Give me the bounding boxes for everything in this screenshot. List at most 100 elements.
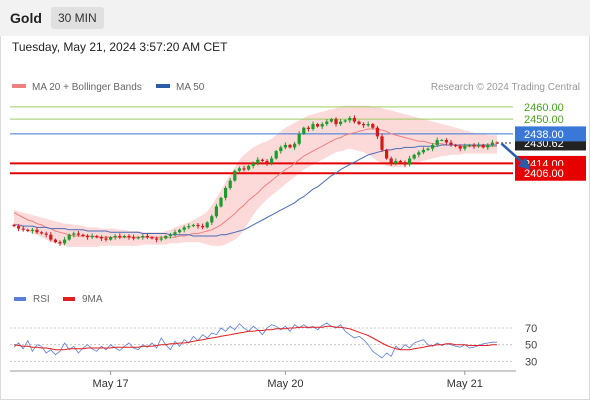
rsi-tick-30: 30 xyxy=(525,356,537,368)
candle-body xyxy=(122,235,126,238)
level-label-2460.00: 2460.00 xyxy=(524,102,564,114)
candle-body xyxy=(164,235,168,239)
candle-body xyxy=(49,234,53,240)
candle-body xyxy=(306,127,310,129)
candle-body xyxy=(320,124,324,127)
candles-layer xyxy=(12,115,499,246)
legend-swatch-ma20 xyxy=(12,84,26,88)
candle-body xyxy=(145,235,149,238)
candle-body xyxy=(408,158,412,165)
candle-body xyxy=(86,235,90,238)
candle-body xyxy=(201,226,205,228)
candle-body xyxy=(339,121,343,125)
price-legend: MA 20 + Bollinger Bands MA 50 Research ©… xyxy=(12,82,580,93)
candle-body xyxy=(242,168,246,170)
x-tick-label: May 21 xyxy=(447,378,483,390)
candle-body xyxy=(421,149,425,153)
candle-body xyxy=(21,228,25,230)
candle-body xyxy=(472,144,476,147)
level-badge-2438.00 xyxy=(515,126,586,142)
candle-body xyxy=(265,160,269,164)
candle-body xyxy=(256,159,260,164)
candle-body xyxy=(17,226,21,229)
timeframe-button[interactable]: 30 MIN xyxy=(51,7,104,29)
rsi-tick-50: 50 xyxy=(525,340,537,352)
candle-body xyxy=(182,227,186,230)
candle-body xyxy=(136,237,140,239)
candle-body xyxy=(224,188,228,198)
rsi-tick-70: 70 xyxy=(525,323,537,335)
candle-body xyxy=(389,158,393,164)
candle-body xyxy=(458,146,462,149)
candle-body xyxy=(486,144,490,148)
candle-body xyxy=(178,229,182,233)
level-label-2450.00: 2450.00 xyxy=(524,114,564,126)
level-label-2438.00: 2438.00 xyxy=(524,129,564,141)
candle-body xyxy=(403,162,407,165)
candle-body xyxy=(237,168,241,171)
candle-body xyxy=(155,238,159,240)
rsi-line xyxy=(13,322,497,359)
candle-body xyxy=(40,232,44,234)
ma50-line xyxy=(14,144,497,237)
candle-body xyxy=(214,206,218,217)
candle-body xyxy=(58,242,62,244)
candle-body xyxy=(12,224,16,227)
candle-body xyxy=(398,160,402,163)
candle-body xyxy=(417,152,421,155)
candle-body xyxy=(435,140,439,145)
ma20-line xyxy=(13,128,497,238)
candle-body xyxy=(210,216,214,223)
level-lines-layer xyxy=(10,106,513,175)
candle-body xyxy=(297,133,301,144)
candle-body xyxy=(444,140,448,143)
rsi-plot: 70 50 30 xyxy=(10,322,537,368)
rsi-9ma-line xyxy=(13,325,497,351)
candle-body xyxy=(26,229,30,232)
candle-body xyxy=(109,237,113,240)
candle-body xyxy=(113,235,117,238)
candle-body xyxy=(385,149,389,159)
candle-body xyxy=(219,197,223,207)
candle-body xyxy=(348,117,352,121)
candle-body xyxy=(371,124,375,128)
candle-body xyxy=(343,120,347,122)
candle-body xyxy=(380,136,384,150)
candle-body xyxy=(334,119,338,125)
candle-body xyxy=(270,158,274,164)
legend-label-ma50: MA 50 xyxy=(176,82,205,93)
moving-average-layer xyxy=(13,128,497,238)
level-badge-2406.00 xyxy=(515,165,586,181)
candle-body xyxy=(467,144,471,147)
legend-swatch-9ma xyxy=(63,297,75,301)
candle-body xyxy=(449,142,453,145)
candle-body xyxy=(251,163,255,166)
candle-body xyxy=(440,140,444,142)
candle-body xyxy=(431,144,435,149)
instrument-symbol: Gold xyxy=(10,10,42,26)
candle-body xyxy=(132,237,136,239)
rsi-legend: RSI 9MA xyxy=(14,294,103,305)
x-axis: May 17 May 20 May 21 xyxy=(10,370,516,390)
candle-body xyxy=(76,233,80,235)
candle-body xyxy=(104,238,108,240)
candle-body xyxy=(72,233,76,235)
candle-body xyxy=(477,144,481,147)
candle-body xyxy=(233,170,237,181)
price-plot: 2430.62 2460.002450.002438.002414.002406… xyxy=(10,102,586,247)
candle-body xyxy=(95,235,99,238)
rsi-grid-layer: 70 50 30 xyxy=(10,323,537,368)
candle-body xyxy=(283,144,287,148)
candle-body xyxy=(99,237,103,239)
candle-body xyxy=(247,165,251,170)
candle-body xyxy=(366,124,370,126)
legend-swatch-ma50 xyxy=(156,84,170,88)
candle-body xyxy=(302,127,306,134)
candle-body xyxy=(426,148,430,150)
candle-body xyxy=(394,160,398,164)
candle-body xyxy=(159,238,163,240)
candle-body xyxy=(205,222,209,228)
candle-body xyxy=(90,235,94,238)
